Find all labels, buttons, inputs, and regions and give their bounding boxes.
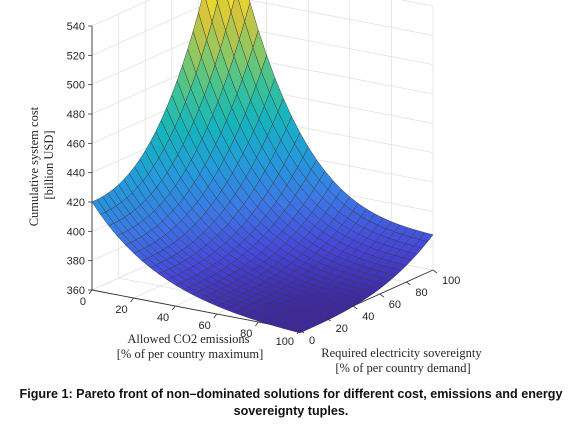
y-tick-mark — [379, 293, 385, 298]
x-tick-mark — [255, 321, 259, 327]
z-axis-label: Cumulative system cost [billion USD] — [27, 104, 56, 227]
z-axis-label-line2: [billion USD] — [42, 130, 56, 199]
x-tick-label: 80 — [240, 328, 252, 340]
surface-patch — [238, 0, 251, 22]
z-tick-label: 460 — [67, 138, 85, 150]
x-tick-label: 20 — [115, 304, 127, 316]
y-tick-label: 100 — [442, 275, 460, 287]
y-tick-mark — [406, 281, 411, 286]
grid-line-z-back — [247, 0, 434, 36]
z-tick-label: 420 — [67, 197, 85, 209]
x-axis-label-line2: [% of per country maximum] — [117, 347, 263, 361]
figure-caption: Figure 1: Pareto front of non–dominated … — [19, 387, 563, 418]
z-tick-label: 400 — [67, 226, 85, 238]
z-tick-label: 500 — [67, 80, 85, 92]
y-axis-label-line2: [% of per country demand] — [335, 361, 470, 375]
z-axis-ticks: 360 380 400 420 440 460 480 500 520 540 — [67, 21, 92, 297]
x-axis-label-line1: Allowed CO2 emissions — [127, 332, 249, 346]
x-axis-label: Allowed CO2 emissions [% of per country … — [117, 332, 263, 361]
y-tick-label: 80 — [415, 287, 427, 299]
z-tick-label: 520 — [67, 50, 85, 62]
y-tick-label: 40 — [362, 311, 374, 323]
grid-line-z-back — [399, 0, 434, 7]
surface-patch — [227, 0, 235, 13]
grid-line-z-left — [91, 0, 151, 27]
y-axis-label: Required electricity sovereignty [% of p… — [321, 346, 484, 375]
x-axis-ticks: 0 20 40 60 80 100 — [80, 289, 301, 348]
x-tick-mark — [296, 329, 301, 335]
x-tick-label: 40 — [157, 312, 169, 324]
grid-line-z-back — [224, 24, 434, 66]
z-tick-label: 360 — [67, 285, 85, 297]
x-tick-mark — [88, 289, 93, 295]
x-tick-label: 100 — [276, 336, 294, 348]
y-tick-mark — [432, 269, 438, 274]
z-tick-label: 480 — [67, 109, 85, 121]
x-tick-label: 0 — [80, 296, 86, 308]
y-tick-label: 60 — [389, 299, 401, 311]
y-tick-mark — [299, 329, 305, 334]
surface-patch — [216, 0, 219, 3]
pareto-surface — [91, 0, 434, 334]
y-tick-label: 20 — [336, 323, 348, 335]
y-axis-ticks: 0 20 40 60 80 100 — [299, 269, 460, 347]
z-tick-label: 540 — [67, 21, 85, 33]
y-tick-mark — [326, 317, 331, 322]
x-tick-mark — [171, 305, 176, 311]
x-tick-label: 60 — [199, 320, 211, 332]
x-tick-mark — [213, 313, 218, 319]
z-axis-label-line1: Cumulative system cost — [27, 106, 41, 226]
y-axis-label-line1: Required electricity sovereignty — [321, 346, 482, 360]
y-tick-label: 0 — [309, 335, 315, 347]
z-tick-label: 380 — [67, 256, 85, 268]
x-tick-mark — [130, 297, 134, 303]
y-tick-mark — [352, 305, 358, 310]
z-tick-label: 440 — [67, 168, 85, 180]
